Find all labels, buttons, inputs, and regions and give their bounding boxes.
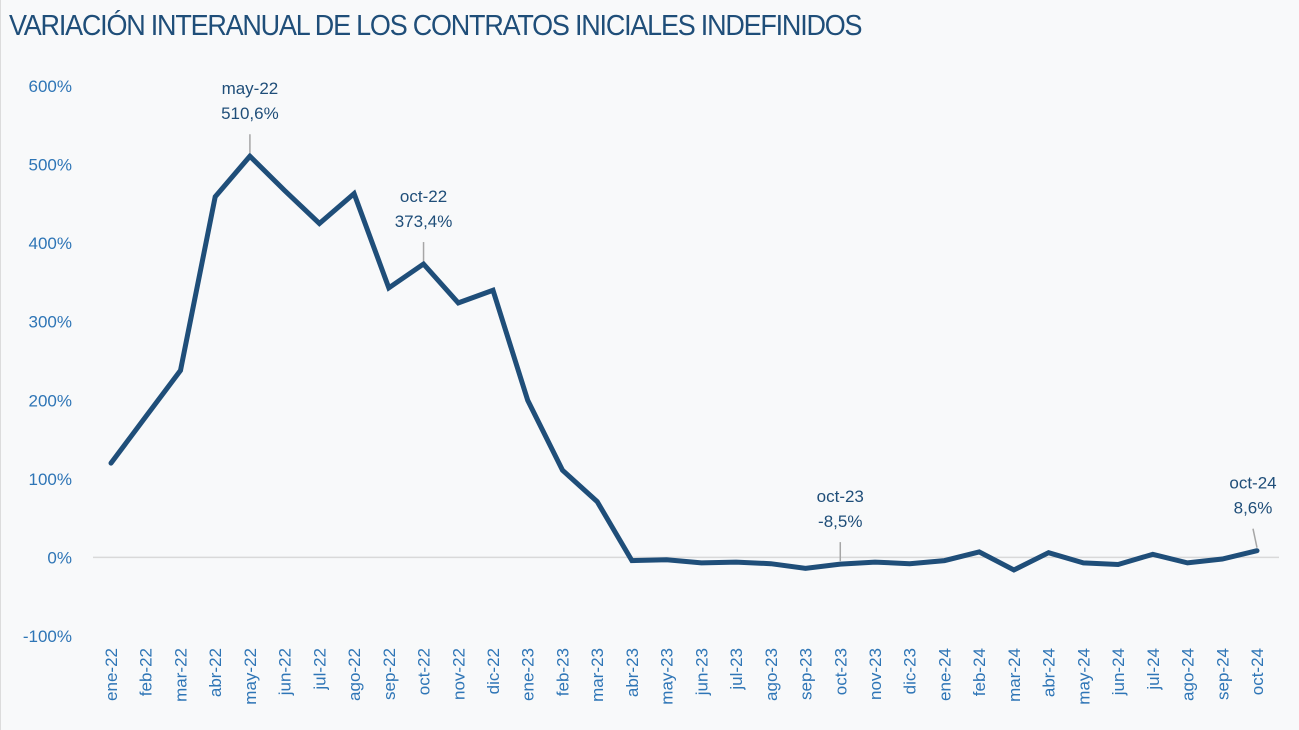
x-tick-label: may-23 xyxy=(658,648,677,705)
x-tick-label: may-22 xyxy=(241,648,260,705)
annotation-category: oct-22 xyxy=(400,187,447,206)
x-tick-label: jul-24 xyxy=(1144,648,1163,691)
y-tick-label: 0% xyxy=(47,548,72,567)
x-tick-label: oct-22 xyxy=(415,648,434,695)
x-tick-label: jun-22 xyxy=(276,648,295,696)
annotation-value: 510,6% xyxy=(221,104,279,123)
x-tick-label: feb-22 xyxy=(137,648,156,696)
x-tick-label: abr-24 xyxy=(1040,648,1059,697)
x-tick-label: abr-23 xyxy=(623,648,642,697)
y-axis: -100% 0% 100% 200% 300% 400% 500% 600% xyxy=(23,77,72,646)
x-tick-label: mar-23 xyxy=(588,648,607,702)
x-tick-label: sep-23 xyxy=(797,648,816,700)
x-tick-label: sep-22 xyxy=(380,648,399,700)
x-tick-label: mar-24 xyxy=(1005,648,1024,702)
x-tick-label: ago-23 xyxy=(762,648,781,701)
y-tick-label: 200% xyxy=(29,391,72,410)
series-line xyxy=(108,152,1260,573)
series-group xyxy=(108,152,1260,573)
y-tick-label: -100% xyxy=(23,627,72,646)
x-tick-label: oct-24 xyxy=(1248,648,1267,695)
x-tick-label: ene-23 xyxy=(519,648,538,701)
annotation-category: may-22 xyxy=(222,79,279,98)
x-tick-label: sep-24 xyxy=(1213,648,1232,700)
x-tick-label: ago-22 xyxy=(345,648,364,701)
x-tick-label: nov-22 xyxy=(449,648,468,700)
y-tick-label: 400% xyxy=(29,234,72,253)
y-tick-label: 500% xyxy=(29,156,72,175)
x-tick-label: may-24 xyxy=(1074,648,1093,705)
x-tick-label: dic-23 xyxy=(901,648,920,694)
y-tick-label: 300% xyxy=(29,313,72,332)
annotation-category: oct-24 xyxy=(1229,474,1276,493)
x-tick-label: mar-22 xyxy=(171,648,190,702)
annotation-category: oct-23 xyxy=(817,487,864,506)
x-tick-label: feb-23 xyxy=(553,648,572,696)
annotation-value: 373,4% xyxy=(395,212,453,231)
annotation-value: 8,6% xyxy=(1234,499,1273,518)
x-tick-label: jun-24 xyxy=(1109,648,1128,696)
x-tick-label: abr-22 xyxy=(206,648,225,697)
x-tick-label: oct-23 xyxy=(831,648,850,695)
annotation-value: -8,5% xyxy=(818,512,862,531)
x-tick-label: jul-22 xyxy=(310,648,329,691)
y-tick-label: 100% xyxy=(29,470,72,489)
x-tick-label: ago-24 xyxy=(1179,648,1198,701)
y-tick-label: 600% xyxy=(29,77,72,96)
annotations: may-22 510,6% oct-22 373,4% oct-23 -8,5% oct-2… xyxy=(221,79,1277,562)
chart-title: VARIACIÓN INTERANUAL DE LOS CONTRATOS IN… xyxy=(9,10,863,42)
x-tick-label: feb-24 xyxy=(970,648,989,696)
x-tick-label: jun-23 xyxy=(692,648,711,696)
x-tick-label: ene-22 xyxy=(102,648,121,701)
x-tick-label: dic-22 xyxy=(484,648,503,694)
annotation-leader xyxy=(1252,528,1258,548)
x-tick-label: ene-24 xyxy=(935,648,954,701)
x-tick-label: nov-23 xyxy=(866,648,885,700)
x-axis: ene-22 feb-22 mar-22 abr-22 may-22 jun-22 jul-… xyxy=(102,648,1267,705)
x-tick-label: jul-23 xyxy=(727,648,746,691)
